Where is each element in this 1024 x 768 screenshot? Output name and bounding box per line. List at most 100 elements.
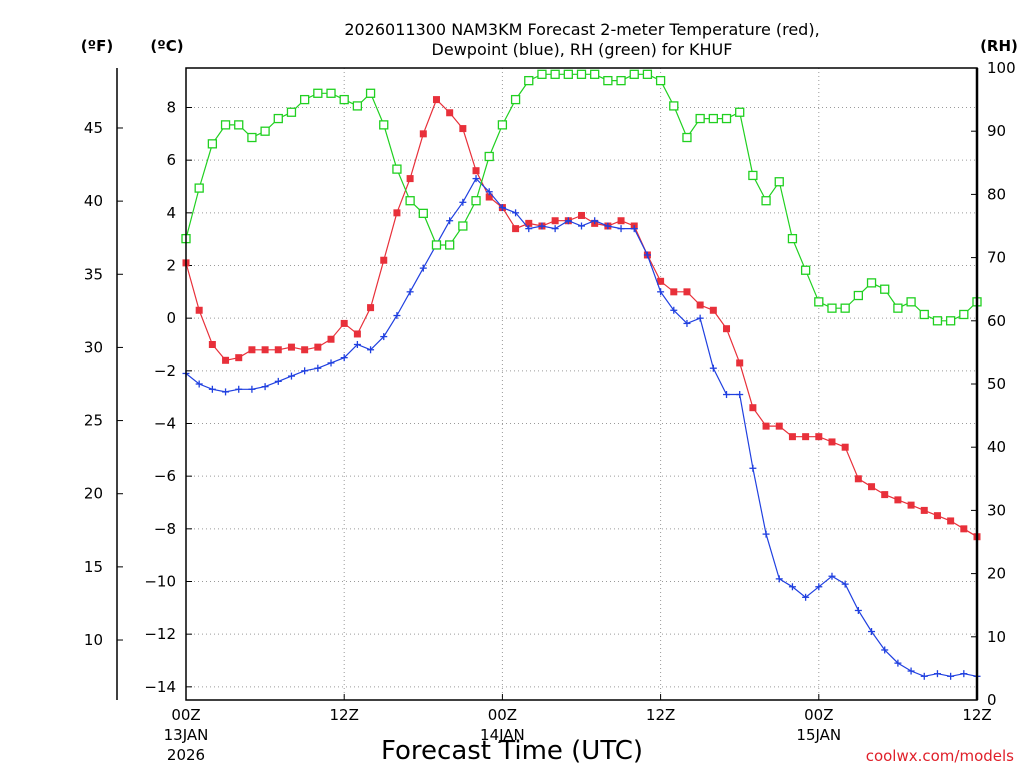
- temperature-point: [881, 491, 889, 499]
- temperature-point: [353, 330, 361, 338]
- rh-tick-label: 30: [987, 501, 1006, 519]
- rh-point: [510, 94, 521, 105]
- temperature-point: [261, 346, 269, 354]
- series-line: [185, 73, 978, 322]
- temperature-point: [617, 217, 625, 225]
- celsius-tick-label: 2: [166, 257, 176, 275]
- rh-point: [286, 107, 297, 117]
- dewpoint-point: [551, 225, 559, 233]
- rh-point: [273, 113, 283, 124]
- rh-point: [919, 309, 929, 320]
- temperature-point: [459, 125, 467, 133]
- dewpoint-point: [564, 217, 572, 225]
- rh-tick-label: 80: [987, 185, 1006, 203]
- dewpoint-point: [723, 391, 731, 399]
- temperature-point: [841, 443, 849, 451]
- temperature-point: [723, 325, 731, 333]
- temperature-point: [828, 438, 836, 446]
- rh-point: [761, 196, 771, 206]
- temperature-point: [195, 306, 203, 314]
- rh-tick-label: 20: [987, 565, 1006, 583]
- plot-frame: [185, 67, 978, 701]
- temperature-point: [907, 501, 915, 509]
- rh-point: [629, 69, 639, 79]
- temperature-point: [960, 525, 968, 533]
- dewpoint-point: [578, 222, 585, 230]
- rh-point: [299, 94, 310, 105]
- dewpoint-point: [248, 385, 256, 393]
- dewpoint-point: [815, 583, 823, 591]
- dewpoint-point: [933, 670, 941, 678]
- dewpoint-point: [881, 646, 889, 654]
- dewpoint-point: [868, 628, 876, 636]
- temperature-point: [775, 422, 783, 430]
- temperature-point: [670, 288, 678, 296]
- rh-point: [695, 113, 705, 124]
- temperature-point: [235, 354, 243, 362]
- rh-point: [866, 278, 877, 288]
- rh-point: [642, 69, 653, 79]
- temperature-point: [393, 209, 401, 217]
- x-tick-label: 12Z: [962, 706, 991, 724]
- x-tick-label: 00Z: [804, 706, 833, 724]
- temperature-point: [367, 304, 375, 312]
- dewpoint-point: [854, 606, 862, 614]
- grid: [186, 68, 977, 700]
- temperature-point: [287, 343, 295, 351]
- dewpoint-point: [775, 575, 783, 583]
- rh-point: [576, 69, 587, 79]
- temperature-point: [380, 256, 388, 264]
- dewpoint-point: [274, 377, 282, 385]
- dewpoint-point: [287, 372, 295, 380]
- credit-text: coolwx.com/models: [866, 747, 1014, 765]
- temperature-point: [683, 288, 691, 296]
- rh-point: [563, 69, 573, 79]
- dewpoint-point: [657, 288, 665, 296]
- rh-unit-label: (RH): [980, 37, 1018, 55]
- celsius-tick-label: −10: [144, 573, 176, 591]
- rh-tick-label: 0: [987, 691, 997, 709]
- x-tick-label: 12Z: [330, 706, 359, 724]
- rh-point: [405, 196, 415, 206]
- dewpoint-point: [512, 209, 520, 217]
- dewpoint-point: [960, 670, 968, 678]
- fahrenheit-tick-label: 40: [84, 192, 103, 210]
- dewpoint-point: [525, 225, 533, 233]
- rh-point: [748, 170, 758, 181]
- dewpoint-point: [314, 364, 322, 372]
- rh-point: [590, 69, 600, 79]
- dewpoint-point: [736, 391, 744, 399]
- rh-point: [365, 88, 376, 98]
- dewpoint-point: [446, 217, 454, 225]
- rh-point: [207, 139, 218, 149]
- rh-point: [945, 316, 956, 326]
- rh-point: [655, 75, 666, 86]
- rh-point: [932, 316, 943, 326]
- dewpoint-point: [406, 288, 414, 296]
- rh-tick-label: 100: [987, 59, 1016, 77]
- dewpoint-point: [459, 198, 467, 206]
- celsius-tick-label: −8: [154, 520, 176, 538]
- temperature-point: [512, 225, 520, 233]
- dewpoint-point: [894, 659, 902, 667]
- rh-point: [458, 221, 468, 231]
- dewpoint-point: [472, 175, 480, 183]
- temperature-point: [788, 433, 796, 441]
- rh-point: [959, 309, 969, 320]
- dewpoint-point: [538, 222, 546, 230]
- rh-point: [774, 177, 784, 187]
- temperature-point: [274, 346, 282, 354]
- dewpoint-point: [367, 346, 375, 354]
- celsius-tick-label: 6: [166, 151, 176, 169]
- fahrenheit-tick-label: 20: [84, 485, 103, 503]
- x-tick-date: 14JAN: [480, 726, 525, 744]
- rh-tick-label: 70: [987, 249, 1006, 267]
- temperature-point: [485, 193, 493, 201]
- temperature-point: [947, 517, 955, 525]
- temperature-point: [222, 356, 230, 364]
- celsius-tick-label: −2: [154, 362, 176, 380]
- celsius-tick-label: −14: [144, 678, 176, 696]
- series-0: [182, 96, 981, 541]
- dewpoint-point: [195, 380, 203, 388]
